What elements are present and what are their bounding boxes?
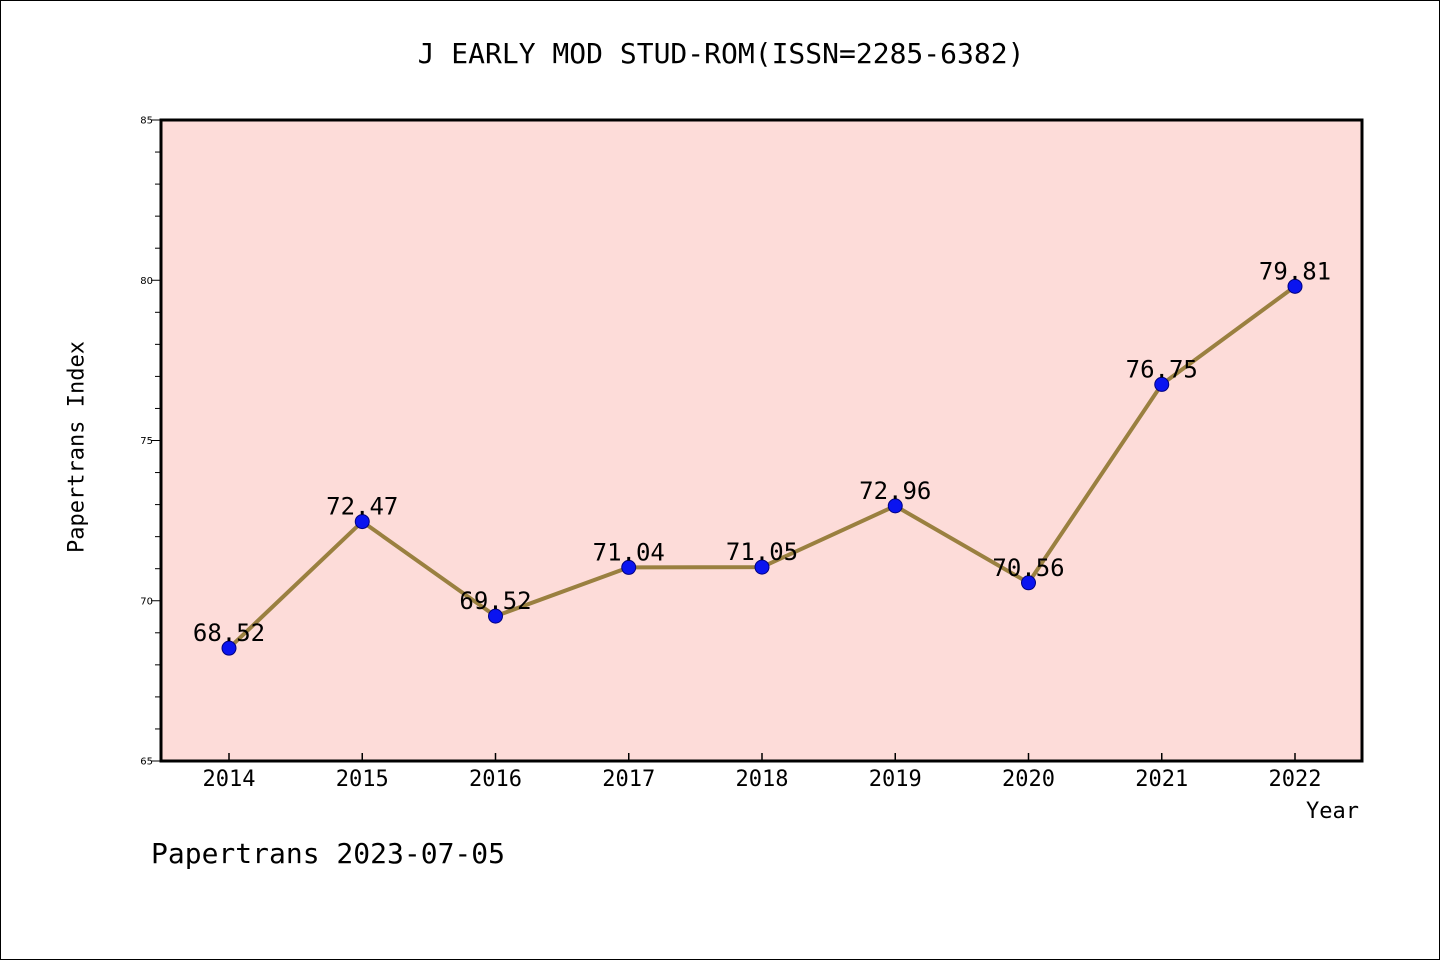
x-axis-label: Year	[1306, 799, 1359, 824]
data-point	[621, 559, 637, 575]
data-label: 70.56	[992, 554, 1064, 582]
data-point	[1021, 575, 1036, 591]
x-tick-label: 2015	[336, 767, 389, 792]
y-tick-label: 70	[140, 596, 153, 607]
y-tick-label: 75	[140, 436, 153, 447]
data-label: 79.81	[1259, 257, 1331, 285]
data-labels: 68.52 72.47 69.52 71.04 71.05 72.96 70.56 76.75…	[193, 257, 1331, 647]
data-point	[488, 608, 503, 624]
data-label: 71.05	[726, 538, 798, 566]
y-tick-label: 80	[140, 276, 153, 287]
data-point	[887, 498, 903, 514]
plot-border	[159, 118, 1364, 763]
data-markers	[221, 278, 1303, 656]
data-label: 68.52	[193, 619, 265, 647]
x-tick-label: 2018	[736, 767, 789, 792]
data-label: 69.52	[459, 587, 531, 615]
data-label: 72.96	[859, 477, 931, 505]
x-tick-label: 2014	[203, 767, 256, 792]
data-label: 71.04	[593, 538, 665, 566]
x-tick-label: 2020	[1002, 767, 1055, 792]
x-tick-label: 2017	[602, 767, 655, 792]
footer-note: Papertrans 2023-07-05	[151, 837, 506, 870]
y-tick-label: 65	[140, 757, 153, 768]
data-point	[354, 514, 370, 530]
data-label: 76.75	[1126, 355, 1198, 383]
data-label: 72.47	[326, 493, 398, 521]
plot-area	[161, 120, 1362, 761]
data-point	[754, 559, 770, 575]
data-point	[1287, 278, 1303, 294]
data-point	[221, 640, 237, 656]
data-point	[1154, 376, 1170, 392]
x-axis: 2014 2015 2016 2017 2018 2019 2020 2021 2022	[203, 753, 1322, 792]
x-tick-label: 2022	[1269, 767, 1322, 792]
x-tick-label: 2021	[1135, 767, 1188, 792]
y-tick-label: 85	[140, 116, 153, 127]
x-tick-label: 2019	[869, 767, 922, 792]
x-tick-label: 2016	[469, 767, 522, 792]
y-axis: 65 70 75 80 85	[140, 116, 161, 768]
chart-title: J EARLY MOD STUD-ROM(ISSN=2285-6382)	[417, 37, 1025, 70]
